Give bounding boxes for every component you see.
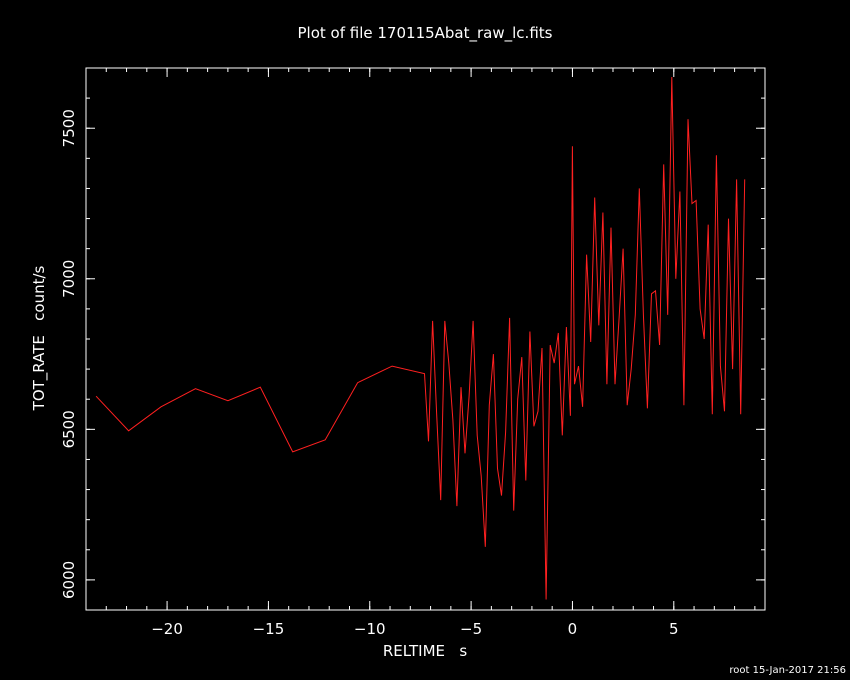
x-tick-label: −20 [151,620,183,638]
tick-labels: −20 −15 −10 −5 0 5 6000 6500 7000 7500 [60,109,679,638]
chart-title: Plot of file 170115Abat_raw_lc.fits [298,24,553,43]
data-series [95,76,746,600]
x-tick-label: −5 [460,620,482,638]
series-line [95,76,746,600]
y-tick-label: 7500 [60,109,78,147]
axis-ticks [85,67,765,611]
x-tick-label: −10 [354,620,386,638]
x-tick-label: −15 [253,620,285,638]
y-tick-label: 6500 [60,410,78,448]
footer-timestamp: root 15-Jan-2017 21:56 [729,665,846,676]
y-axis-label: TOT_RATE count/s [30,265,49,411]
y-tick-label: 7000 [60,260,78,298]
x-axis-label: RELTIME s [383,642,468,660]
y-tick-label: 6000 [60,561,78,599]
x-tick-label: 0 [568,620,578,638]
x-tick-label: 5 [669,620,679,638]
